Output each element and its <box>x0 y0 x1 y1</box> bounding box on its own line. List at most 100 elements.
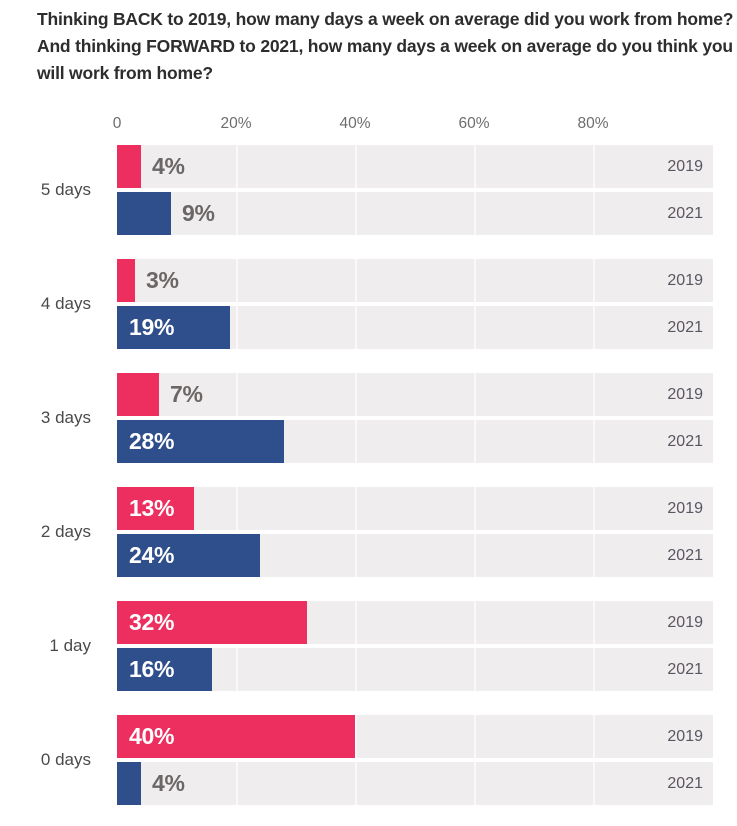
gridline <box>593 192 595 235</box>
chart-title: Thinking BACK to 2019, how many days a w… <box>37 6 733 87</box>
bar-track-2021: 19% 2021 <box>117 306 713 349</box>
gridline <box>593 306 595 349</box>
bar-track-2019: 13% 2019 <box>117 487 713 530</box>
bar-2021-5-days <box>117 192 171 235</box>
gridline <box>474 259 476 302</box>
gridline <box>355 192 357 235</box>
bar-2021-2-days <box>117 534 260 577</box>
chart-row-4-days: 4 days 3% 2019 19% 2021 <box>0 259 737 349</box>
gridline <box>474 601 476 644</box>
gridline <box>474 487 476 530</box>
gridline <box>474 762 476 805</box>
value-label: 16% <box>129 656 175 682</box>
gridline <box>593 762 595 805</box>
gridline <box>474 420 476 463</box>
gridline <box>355 601 357 644</box>
x-axis-tick-label: 0 <box>112 115 122 132</box>
bar-track-2019: 40% 2019 <box>117 715 713 758</box>
gridline <box>236 259 238 302</box>
gridline <box>593 259 595 302</box>
gridline <box>355 145 357 188</box>
chart-row-0-days: 0 days 40% 2019 4% 2021 <box>0 715 737 805</box>
value-label: 24% <box>129 542 175 568</box>
gridline <box>355 259 357 302</box>
bar-track-2019: 3% 2019 <box>117 259 713 302</box>
x-axis-tick-label: 80% <box>577 115 609 132</box>
bar-2019-2-days <box>117 487 194 530</box>
x-axis-tick-label: 40% <box>339 115 371 132</box>
gridline <box>355 487 357 530</box>
gridline <box>236 145 238 188</box>
bar-2019-3-days <box>117 373 159 416</box>
chart-row-2-days: 2 days 13% 2019 24% 2021 <box>0 487 737 577</box>
bar-2021-0-days <box>117 762 141 805</box>
bar-track-2021: 24% 2021 <box>117 534 713 577</box>
gridline <box>593 648 595 691</box>
series-year-label: 2021 <box>667 775 703 792</box>
value-label: 19% <box>129 314 175 340</box>
bar-track-2021: 4% 2021 <box>117 762 713 805</box>
gridline <box>593 601 595 644</box>
gridline <box>593 420 595 463</box>
gridline <box>474 715 476 758</box>
bar-track-2021: 9% 2021 <box>117 192 713 235</box>
gridline <box>355 648 357 691</box>
gridline <box>474 306 476 349</box>
bar-2019-0-days <box>117 715 355 758</box>
gridline <box>236 648 238 691</box>
series-year-label: 2019 <box>667 272 703 289</box>
gridline <box>593 145 595 188</box>
bar-2021-3-days <box>117 420 284 463</box>
value-label: 9% <box>182 200 215 226</box>
gridline <box>474 145 476 188</box>
x-axis-tick-label: 20% <box>220 115 252 132</box>
bar-track-2019: 7% 2019 <box>117 373 713 416</box>
category-label: 5 days <box>40 180 91 199</box>
gridline <box>474 192 476 235</box>
value-label: 28% <box>129 428 175 454</box>
bar-track-2021: 28% 2021 <box>117 420 713 463</box>
bar-2021-1-day <box>117 648 212 691</box>
gridline <box>593 715 595 758</box>
series-year-label: 2019 <box>667 614 703 631</box>
value-label: 40% <box>129 723 175 749</box>
gridline <box>593 373 595 416</box>
series-year-label: 2021 <box>667 433 703 450</box>
series-year-label: 2021 <box>667 661 703 678</box>
gridline <box>355 534 357 577</box>
value-label: 7% <box>170 381 203 407</box>
chart-title-line-2: And thinking FORWARD to 2021, how many d… <box>37 36 733 56</box>
series-year-label: 2019 <box>667 386 703 403</box>
bar-2019-4-days <box>117 259 135 302</box>
gridline <box>236 192 238 235</box>
gridline <box>236 373 238 416</box>
gridline <box>474 534 476 577</box>
gridline <box>355 762 357 805</box>
bar-2021-4-days <box>117 306 230 349</box>
bar-track-2021: 16% 2021 <box>117 648 713 691</box>
series-year-label: 2019 <box>667 728 703 745</box>
gridline <box>355 306 357 349</box>
category-label: 4 days <box>40 294 91 313</box>
x-axis-tick-label: 60% <box>458 115 490 132</box>
value-label: 13% <box>129 495 175 521</box>
gridline <box>236 762 238 805</box>
value-label: 4% <box>152 153 185 179</box>
category-label: 0 days <box>40 750 91 769</box>
series-year-label: 2021 <box>667 205 703 222</box>
gridline <box>355 373 357 416</box>
bar-2019-1-day <box>117 601 307 644</box>
bar-track-2019: 32% 2019 <box>117 601 713 644</box>
value-label: 32% <box>129 609 175 635</box>
series-year-label: 2021 <box>667 319 703 336</box>
gridline <box>355 420 357 463</box>
series-year-label: 2019 <box>667 158 703 175</box>
value-label: 4% <box>152 770 185 796</box>
series-year-label: 2019 <box>667 500 703 517</box>
series-year-label: 2021 <box>667 547 703 564</box>
bar-2019-5-days <box>117 145 141 188</box>
gridline <box>236 306 238 349</box>
gridline <box>355 715 357 758</box>
